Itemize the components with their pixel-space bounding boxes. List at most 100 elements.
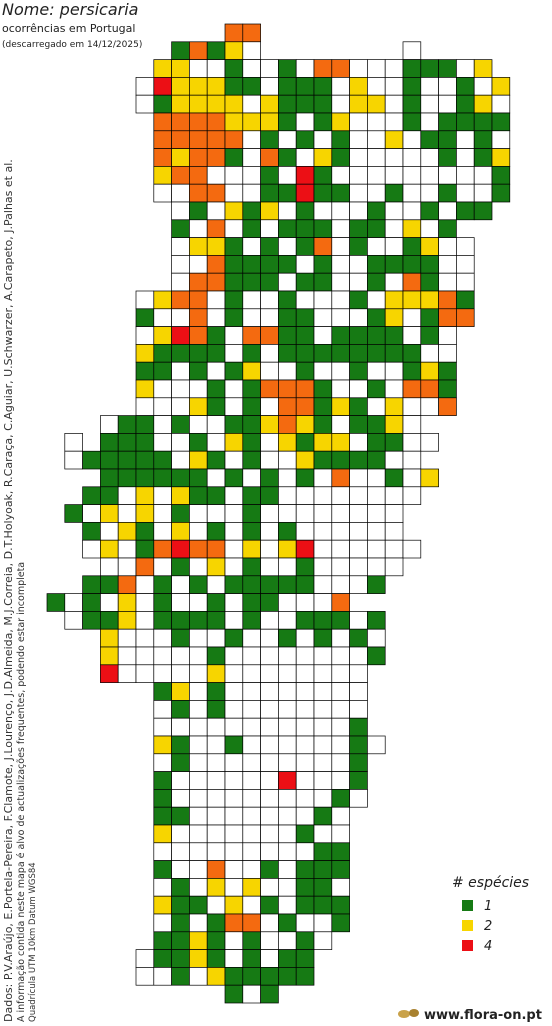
grid-cell (224, 433, 244, 452)
grid-cell (82, 575, 101, 594)
grid-cell (278, 272, 297, 292)
grid-cell (278, 148, 297, 167)
title: Nome: persicaria (2, 0, 138, 19)
grid-cell (100, 486, 119, 505)
grid-cell (82, 611, 101, 630)
grid-cell (206, 611, 226, 630)
grid-cell (242, 486, 261, 505)
grid-cell (171, 913, 190, 933)
grid-cell (313, 468, 333, 488)
grid-cell (260, 344, 279, 363)
grid-cell (189, 842, 208, 861)
grid-cell (224, 148, 244, 167)
grid-cell (242, 504, 261, 523)
grid-cell (313, 433, 333, 452)
grid-cell (189, 860, 208, 879)
grid-cell (349, 557, 368, 577)
grid-cell (349, 255, 368, 274)
grid-cell (153, 789, 172, 808)
grid-cell (420, 326, 439, 345)
grid-cell (242, 433, 261, 452)
grid-cell (367, 326, 386, 345)
grid-cell (313, 415, 333, 434)
grid-cell (367, 486, 386, 505)
grid-cell (295, 753, 315, 772)
grid-cell (473, 112, 493, 132)
grid-cell (313, 664, 333, 683)
grid-cell (331, 682, 350, 701)
grid-cell (331, 379, 350, 399)
grid-cell (206, 59, 226, 78)
grid-cell (456, 201, 475, 221)
grid-cell (402, 237, 422, 256)
grid-cell (295, 201, 315, 221)
grid-cell (456, 255, 475, 274)
grid-cell (242, 468, 261, 488)
grid-cell (295, 450, 315, 470)
grid-cell (153, 860, 172, 879)
grid-cell (367, 290, 386, 310)
grid-cell (117, 450, 137, 470)
grid-cell (224, 183, 244, 203)
grid-cell (295, 628, 315, 648)
grid-cell (367, 166, 386, 185)
grid-cell (189, 895, 208, 915)
grid-cell (242, 771, 261, 790)
grid-cell (171, 735, 190, 755)
grid-cell (295, 379, 315, 399)
grid-cell (384, 219, 404, 238)
grid-cell (349, 664, 368, 683)
site-link[interactable]: www.flora-on.pt (424, 1008, 542, 1023)
grid-cell (171, 539, 190, 559)
grid-cell (260, 272, 279, 292)
grid-cell (402, 94, 422, 114)
credits-data: Dados: P.V.Araújo, E.Portela-Pereira, F.… (2, 159, 15, 1022)
grid-cell (349, 201, 368, 221)
grid-cell (420, 112, 439, 132)
grid-cell (349, 735, 368, 755)
grid-cell (473, 201, 493, 221)
grid-cell (331, 806, 350, 826)
grid-cell (135, 611, 155, 630)
grid-cell (331, 415, 350, 434)
grid-cell (384, 183, 404, 203)
grid-cell (100, 628, 119, 648)
grid-cell (242, 397, 261, 416)
grid-cell (135, 664, 155, 683)
grid-cell (224, 557, 244, 577)
grid-cell (171, 628, 190, 648)
grid-cell (189, 931, 208, 950)
grid-cell (171, 771, 190, 790)
grid-cell (313, 504, 333, 523)
grid-cell (153, 326, 172, 345)
grid-cell (278, 486, 297, 505)
grid-cell (331, 326, 350, 345)
grid-cell (260, 628, 279, 648)
grid-cell (242, 344, 261, 363)
grid-cell (242, 308, 261, 327)
grid-cell (64, 450, 83, 470)
grid-cell (295, 59, 315, 78)
grid-cell (117, 664, 137, 683)
grid-cell (206, 860, 226, 879)
grid-cell (295, 272, 315, 292)
grid-cell (189, 557, 208, 577)
grid-cell (331, 486, 350, 505)
grid-cell (135, 290, 155, 310)
grid-cell (367, 148, 386, 167)
grid-cell (349, 219, 368, 238)
grid-cell (278, 842, 297, 861)
grid-cell (153, 895, 172, 915)
grid-cell (278, 415, 297, 434)
grid-cell (295, 931, 315, 950)
grid-cell (206, 504, 226, 523)
grid-cell (367, 183, 386, 203)
grid-cell (171, 717, 190, 737)
download-date: (descarregado em 14/12/2025) (2, 40, 142, 50)
grid-cell (313, 486, 333, 505)
grid-cell (384, 255, 404, 274)
grid-cell (349, 344, 368, 363)
grid-cell (420, 272, 439, 292)
grid-cell (295, 219, 315, 238)
grid-cell (295, 415, 315, 434)
